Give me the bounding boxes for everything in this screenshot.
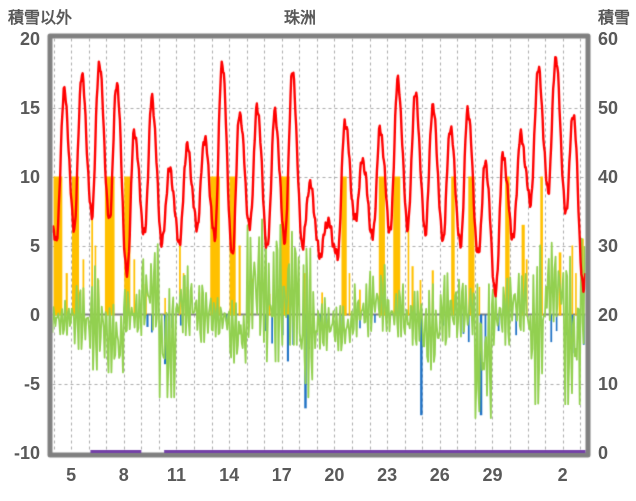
right-axis-tick-label: 0	[598, 442, 609, 463]
x-axis-tick-label: 5	[66, 465, 77, 485]
x-axis-tick-label: 29	[482, 465, 503, 485]
right-axis-tick-label: 60	[598, 28, 619, 49]
x-axis-tick-label: 14	[219, 465, 240, 485]
left-axis-tick-label: 5	[29, 235, 40, 256]
left-axis-tick-label: 10	[19, 166, 40, 187]
x-axis-tick-label: 11	[166, 465, 186, 485]
x-axis-tick-label: 23	[377, 465, 398, 485]
right-axis-tick-label: 20	[598, 304, 619, 325]
chart-title: 珠洲	[283, 10, 317, 27]
x-axis-tick-label: 17	[271, 465, 292, 485]
left-axis-tick-label: -10	[13, 442, 40, 463]
x-axis-tick-label: 8	[118, 465, 129, 485]
left-axis-title: 積雪以外	[8, 10, 73, 27]
left-axis-tick-label: -5	[23, 373, 40, 394]
left-axis-tick-label: 20	[19, 28, 40, 49]
x-axis-tick-label: 26	[429, 465, 450, 485]
left-axis-tick-label: 0	[29, 304, 40, 325]
x-axis-tick-label: 2	[557, 465, 568, 485]
right-axis-tick-label: 50	[598, 97, 619, 118]
right-axis-tick-label: 40	[598, 166, 619, 187]
left-axis-tick-label: 15	[19, 97, 40, 118]
right-axis-tick-label: 10	[598, 373, 619, 394]
x-axis-tick-label: 20	[324, 465, 345, 485]
right-axis-title: 積雪	[597, 10, 630, 27]
right-axis-tick-label: 30	[598, 235, 619, 256]
